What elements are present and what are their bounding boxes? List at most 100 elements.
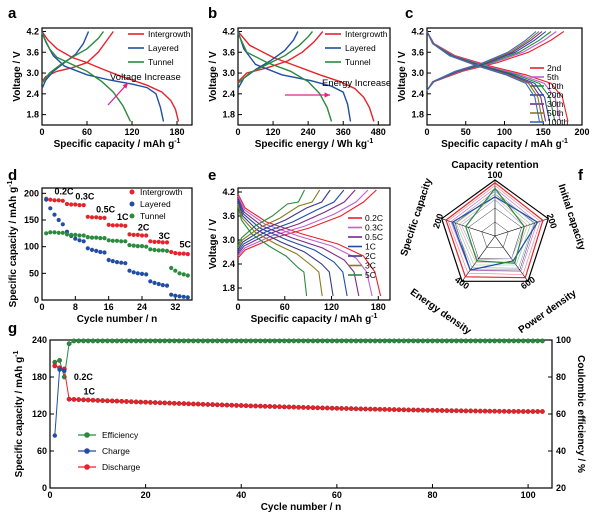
panel-d-tunnel-point <box>94 235 99 240</box>
panel-d-legend-marker <box>129 189 135 195</box>
panel-g-efficiency-point <box>482 338 488 344</box>
panel-a-ylabel: Voltage / V <box>12 51 23 102</box>
panel-d-layered-point <box>160 283 165 288</box>
panel-g-efficiency-point <box>444 338 450 344</box>
panel-g-legend-label: Charge <box>102 446 130 456</box>
panel-label-f: f <box>578 167 584 184</box>
panel-g-efficiency-point <box>143 338 149 344</box>
panel-g-discharge-point <box>396 407 402 413</box>
panel-c-ytick-label: 4.2 <box>411 26 424 36</box>
panel-e-axes: 0 60 120 180 1.8 2.4 3.0 3.6 4.2 Specific capacit… <box>208 187 391 325</box>
panel-g-efficiency-point <box>343 338 349 344</box>
panel-c-legend-label: 10th <box>547 81 564 91</box>
panel-d-tunnel-point <box>102 236 107 241</box>
panel-g-efficiency-point <box>157 338 163 344</box>
panel-d-intergrowth-point <box>106 222 111 227</box>
panel-g-discharge-point <box>90 397 96 403</box>
panel-e-1C-discharge-line <box>237 199 348 297</box>
panel-g-xlabel: Cycle number / n <box>261 502 342 513</box>
panel-d-layered-point <box>185 295 190 300</box>
panel-d-intergrowth-point <box>152 239 157 244</box>
panel-c-ytick-label: 2.4 <box>411 89 424 99</box>
panel-e-0.5C-charge-line <box>237 189 356 255</box>
panel-d-rate-label: 1C <box>117 212 129 222</box>
panel-d-intergrowth-point <box>148 239 153 244</box>
panel-d-frame <box>41 187 193 301</box>
panel-d-layered-point <box>148 279 153 284</box>
panel-d-intergrowth-point <box>73 202 78 207</box>
panel-a-ytick-label: 3.0 <box>26 68 39 78</box>
panel-g-discharge-point <box>453 408 459 414</box>
panel-d-intergrowth-point <box>156 239 161 244</box>
panel-g-discharge-point <box>272 404 278 409</box>
panel-d-intergrowth-point <box>135 232 140 237</box>
panel-d-tunnel-point <box>164 248 170 253</box>
panel-g-efficiency-point <box>382 338 388 344</box>
panel-d-intergrowth-point <box>48 197 53 202</box>
panel-f-axis-tick: 200 <box>431 212 445 229</box>
panel-g-discharge-point <box>147 399 153 405</box>
panel-g-discharge-point <box>277 404 282 410</box>
panel-g-efficiency-point <box>353 338 359 344</box>
panel-e-legend-label: 1C <box>365 242 376 252</box>
panel-g-efficiency-point <box>363 338 368 344</box>
panel-d-intergrowth-point <box>52 198 57 203</box>
panel-f-spoke <box>461 235 496 282</box>
panel-g-discharge-point <box>66 396 72 402</box>
panel-g-efficiency-point <box>401 338 407 344</box>
panel-g-efficiency-point <box>219 338 225 344</box>
panel-d-intergrowth-point <box>60 198 65 203</box>
panel-g-efficiency-point <box>334 338 340 344</box>
panel-d-layered-point <box>73 236 78 241</box>
panel-g-discharge-point <box>343 406 349 411</box>
panel-d-intergrowth-point <box>181 251 186 256</box>
panel-g-discharge-point <box>477 408 483 414</box>
panel-a-axes: 0 60 120 180 1.8 2.4 3.0 3.6 4.2 Specific capacit… <box>12 26 193 150</box>
panel-g-discharge-point <box>229 402 235 408</box>
panel-f-axis-label: Capacity retention <box>451 160 538 171</box>
panel-g-rate-label: 0.2C <box>74 372 94 382</box>
panel-d-intergrowth-point <box>123 223 128 228</box>
panel-label-g: g <box>8 320 17 337</box>
panel-e-ytick-label: 2.4 <box>222 259 235 269</box>
panel-c-legend-label: 50th <box>547 108 564 118</box>
panel-d-layered-point <box>152 280 157 285</box>
panel-a-xtick-label: 60 <box>82 127 92 137</box>
panel-d-tunnel-point <box>135 244 140 249</box>
panel-g-discharge-point <box>100 398 106 403</box>
panel-d-layered-point <box>131 270 136 275</box>
panel-g-discharge-point <box>501 408 507 414</box>
panel-g-efficiency-point <box>277 338 282 344</box>
panel-g-discharge-point <box>214 402 220 408</box>
panel-g-efficiency-point <box>133 338 139 344</box>
panel-b-tunnel-discharge-line <box>237 32 333 122</box>
panel-g-efficiency-point <box>296 338 301 344</box>
panel-d-intergrowth-point <box>144 233 149 238</box>
panel-g-discharge-point <box>181 401 187 406</box>
panel-e-xtick-label: 60 <box>280 302 290 312</box>
panel-g-efficiency-point <box>257 338 263 344</box>
panel-d-layered-point <box>156 281 161 287</box>
panel-d-rate-label: 0.2C <box>55 186 75 196</box>
panel-g-efficiency-point <box>358 338 364 344</box>
panel-d-tunnel-point <box>56 230 61 235</box>
panel-g-discharge-point <box>363 406 368 412</box>
panel-d-layered-point <box>85 246 90 251</box>
panel-g-efficiency-point <box>439 338 445 344</box>
panel-g-efficiency-point <box>167 338 172 344</box>
panel-g-efficiency-point <box>468 338 474 344</box>
panel-g-efficiency-point <box>205 338 211 344</box>
panel-a-xtick-label: 0 <box>39 127 44 137</box>
panel-g-efficiency-point <box>119 338 125 344</box>
panel-g-discharge-point <box>496 408 502 414</box>
panel-d-intergrowth-point <box>89 215 95 220</box>
panel-e-legend-label: 2C <box>365 251 376 261</box>
panel-f-minor-polygon <box>447 185 541 275</box>
panel-g-discharge-point <box>71 396 77 402</box>
panel-d-ytick-label: 150 <box>24 215 39 225</box>
panel-b-ytick-label: 2.4 <box>222 89 235 99</box>
panel-d-layered-point <box>56 217 61 223</box>
panel-d-tunnel-point <box>106 238 111 243</box>
panel-g-discharge-point <box>540 409 545 414</box>
panel-g-discharge-point <box>420 407 426 413</box>
